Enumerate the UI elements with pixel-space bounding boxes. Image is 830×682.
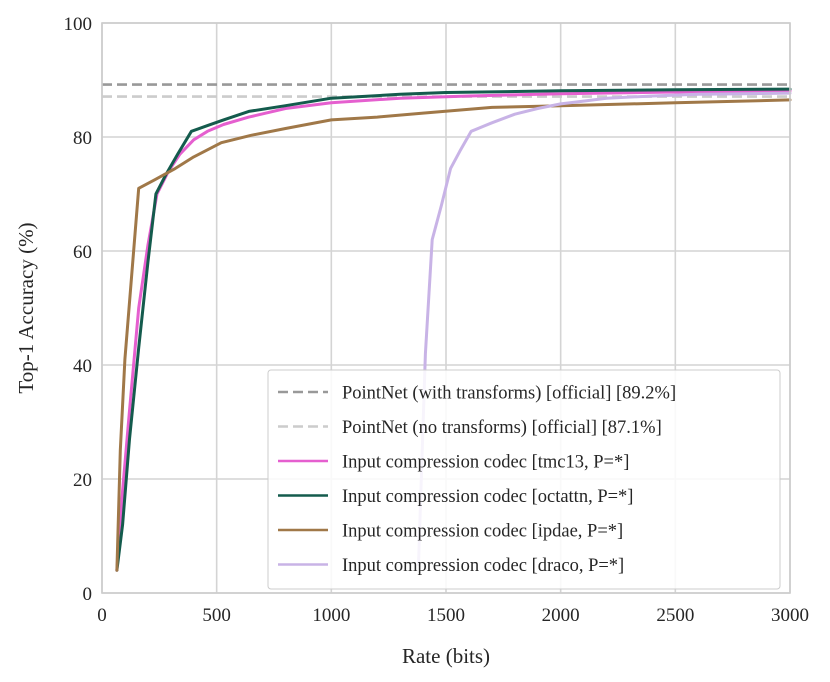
y-tick-label: 0 [83, 584, 93, 605]
series-lines [115, 87, 792, 572]
legend-label: Input compression codec [ipdae, P=*] [342, 522, 623, 542]
y-tick-label: 80 [73, 128, 92, 149]
legend-label: PointNet (with transforms) [official] [8… [342, 384, 676, 404]
x-axis-label: Rate (bits) [402, 644, 490, 668]
x-tick-label: 500 [202, 605, 231, 626]
legend-label: Input compression codec [draco, P=*] [342, 556, 624, 576]
x-tick-label: 2500 [656, 605, 694, 626]
legend-box [267, 369, 781, 590]
y-tick-label: 60 [73, 242, 92, 263]
legend: PointNet (with transforms) [official] [8… [267, 369, 781, 590]
plot-frame [101, 22, 791, 594]
series-line [417, 91, 792, 566]
x-tick-label: 0 [97, 605, 107, 626]
tick-labels: 0 500 1000 1500 2000 2500 3000 0 20 40 60 80 100 [64, 14, 810, 626]
series-line [115, 87, 792, 572]
series-line [115, 98, 792, 572]
x-tick-label: 1500 [427, 605, 465, 626]
x-tick-label: 2000 [542, 605, 580, 626]
x-tick-label: 3000 [771, 605, 809, 626]
y-tick-label: 20 [73, 470, 92, 491]
y-tick-label: 100 [64, 14, 93, 35]
legend-label: Input compression codec [octattn, P=*] [342, 487, 633, 507]
y-axis-label: Top-1 Accuracy (%) [14, 222, 38, 393]
series-line [115, 89, 792, 572]
y-tick-label: 40 [73, 356, 92, 377]
legend-label: PointNet (no transforms) [official] [87.… [342, 418, 662, 438]
legend-label: Input compression codec [tmc13, P=*] [342, 453, 629, 473]
x-tick-label: 1000 [312, 605, 350, 626]
